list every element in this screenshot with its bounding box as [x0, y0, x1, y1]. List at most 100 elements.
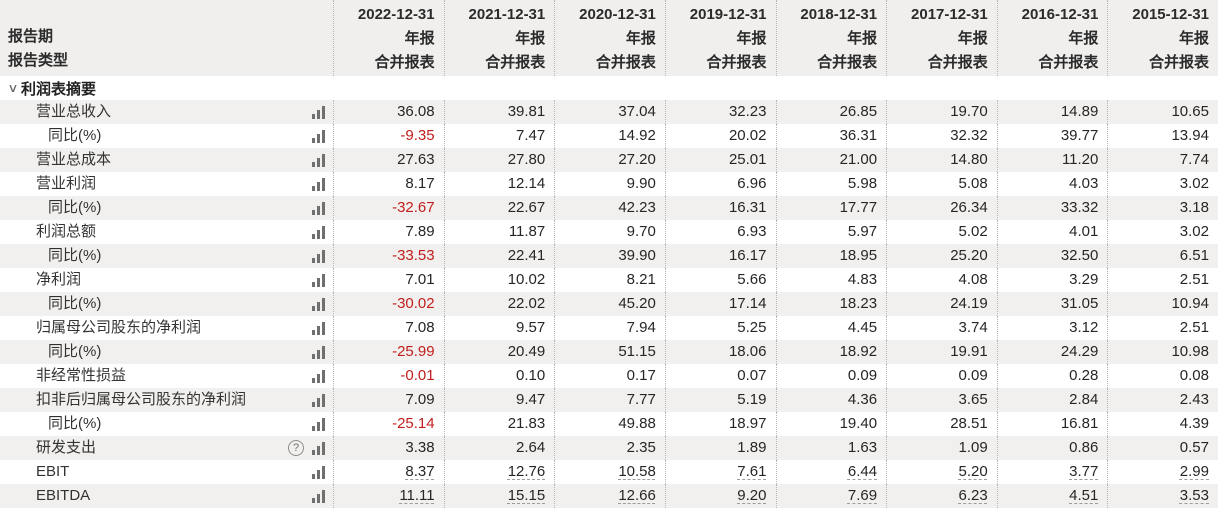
value-cell: 36.31	[775, 124, 887, 148]
value-cell: 2.43	[1107, 388, 1218, 412]
value: 5.66	[737, 271, 767, 288]
period-column-header: 2018-12-31 年报 合并报表	[775, 0, 887, 76]
value: 1.89	[737, 439, 767, 456]
value-cell: 5.97	[775, 220, 887, 244]
value: 51.15	[618, 343, 656, 360]
value-cell: 11.20	[996, 148, 1108, 172]
bar-chart-icon[interactable]	[312, 297, 325, 311]
row-label: 非经常性损益	[36, 367, 127, 384]
section-row-income-statement-summary[interactable]: ∨ 利润表摘要	[0, 76, 1218, 100]
value: 2.99	[1179, 463, 1209, 480]
value: 45.20	[618, 295, 656, 312]
row-label-cell: 同比(%)	[0, 292, 333, 316]
value-cell: 20.02	[664, 124, 776, 148]
value: 11.87	[508, 223, 546, 240]
table-row: EBIT 8.37 12.76 10.58 7.61 6.44 5.20 3.77 2.99	[0, 460, 1218, 484]
section-title: 利润表摘要	[21, 80, 97, 98]
value-cell: 3.18	[1107, 196, 1218, 220]
value-cell: 32.50	[996, 244, 1108, 268]
value-cell: 8.17	[333, 172, 444, 196]
value: -32.67	[392, 199, 435, 216]
value-cell: 1.09	[886, 436, 997, 460]
bar-chart-icon[interactable]	[312, 153, 325, 167]
bar-chart-icon[interactable]	[312, 225, 325, 239]
value-cell: 10.65	[1107, 100, 1218, 124]
row-label-cell: 营业总成本	[0, 148, 333, 172]
bar-chart-icon[interactable]	[312, 249, 325, 263]
value-cell: 32.32	[886, 124, 997, 148]
chevron-down-icon[interactable]: ∨	[7, 81, 19, 95]
value-cell: 16.81	[996, 412, 1108, 436]
value: 3.02	[1179, 175, 1209, 192]
bar-chart-icon[interactable]	[312, 489, 325, 503]
value: 26.85	[839, 103, 878, 120]
value: 32.32	[950, 127, 988, 144]
value-cell: 10.94	[1107, 292, 1218, 316]
value: 10.94	[1171, 295, 1209, 312]
bar-chart-icon[interactable]	[312, 273, 325, 287]
column-statement-type: 合并报表	[1148, 54, 1209, 71]
value-cell: -30.02	[333, 292, 444, 316]
value: 0.08	[1179, 367, 1209, 384]
bar-chart-icon[interactable]	[312, 201, 325, 215]
value: 12.14	[507, 175, 546, 192]
bar-chart-icon[interactable]	[312, 465, 325, 479]
value-cell: 7.77	[554, 388, 665, 412]
value-cell: 0.86	[996, 436, 1108, 460]
value: 4.45	[847, 319, 878, 336]
value-cell: 6.51	[1107, 244, 1218, 268]
value: 7.94	[626, 319, 656, 336]
column-statement-type: 合并报表	[374, 54, 435, 71]
value: -9.35	[400, 127, 435, 144]
bar-chart-icon[interactable]	[312, 417, 325, 431]
value: 8.17	[405, 175, 435, 192]
value-cell: 4.08	[886, 268, 997, 292]
bar-chart-icon[interactable]	[312, 441, 325, 455]
value: 6.93	[737, 223, 767, 240]
bar-chart-icon[interactable]	[312, 393, 325, 407]
value: 33.32	[1060, 199, 1099, 216]
bar-chart-icon[interactable]	[312, 105, 325, 119]
column-date: 2022-12-31	[357, 6, 435, 23]
value-cell: 39.77	[996, 124, 1108, 148]
value-cell: 6.96	[664, 172, 776, 196]
value: 20.02	[728, 127, 767, 144]
value: 7.89	[405, 223, 435, 240]
value-cell: 33.32	[996, 196, 1108, 220]
value-cell: 0.57	[1107, 436, 1218, 460]
bar-chart-icon[interactable]	[312, 177, 325, 191]
value: 6.44	[847, 463, 878, 480]
bar-chart-icon[interactable]	[312, 345, 325, 359]
value-cell: 18.95	[775, 244, 887, 268]
value-cell: 0.17	[554, 364, 665, 388]
value-cell: 1.63	[775, 436, 887, 460]
value-cell: 19.70	[886, 100, 997, 124]
row-label-cell: 非经常性损益	[0, 364, 333, 388]
value: 10.65	[1171, 103, 1209, 120]
report-period-label: 报告期	[8, 28, 54, 45]
table-row: 同比(%) -25.14 21.83 49.88 18.97 19.40 28.51 16.8…	[0, 412, 1218, 436]
value-cell: 3.77	[996, 460, 1108, 484]
value: 11.11	[399, 487, 435, 504]
value: 25.01	[728, 151, 767, 168]
value-cell: 8.21	[554, 268, 665, 292]
value: 19.70	[950, 103, 988, 120]
bar-chart-icon[interactable]	[312, 369, 325, 383]
bar-chart-icon[interactable]	[312, 129, 325, 143]
value: 24.19	[950, 295, 988, 312]
value-cell: 2.84	[996, 388, 1108, 412]
value: 1.09	[958, 439, 988, 456]
value: 42.23	[618, 199, 656, 216]
row-label-cell: 同比(%)	[0, 124, 333, 148]
bar-chart-icon[interactable]	[312, 321, 325, 335]
value: 37.04	[618, 103, 656, 120]
value-cell: -0.01	[333, 364, 444, 388]
value-cell: 3.38	[333, 436, 444, 460]
value: 0.09	[958, 367, 988, 384]
value: 26.34	[950, 199, 988, 216]
value-cell: 27.20	[554, 148, 665, 172]
value: 27.20	[618, 151, 656, 168]
value-cell: 15.15	[443, 484, 555, 508]
value: 16.31	[728, 199, 767, 216]
help-icon[interactable]: ?	[288, 440, 304, 456]
